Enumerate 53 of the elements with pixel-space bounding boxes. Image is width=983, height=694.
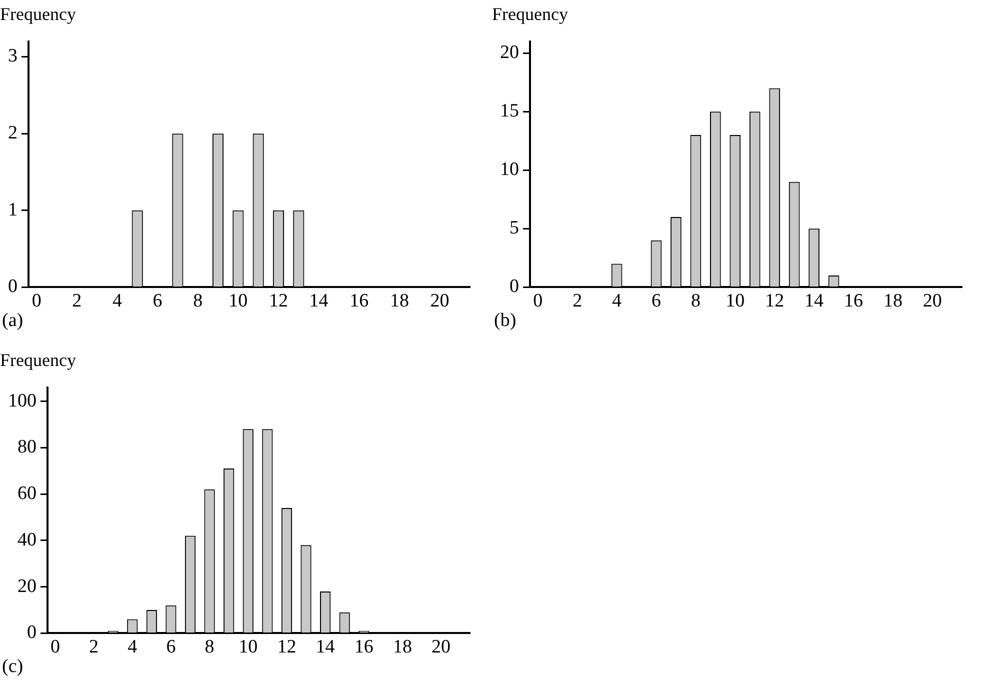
- x-tick-label: 12: [268, 290, 288, 312]
- x-tick-label: 2: [89, 636, 99, 658]
- y-tick-label: 0: [510, 276, 519, 298]
- y-tick-label: 1: [8, 199, 18, 220]
- x-tick-label: 10: [726, 290, 745, 312]
- y-tick-label: 3: [8, 46, 18, 67]
- x-tick-label: 20: [430, 290, 450, 312]
- x-tick-label: 2: [72, 290, 82, 312]
- y-axis-title: Frequency: [0, 350, 76, 371]
- x-tick-label: 20: [432, 636, 451, 658]
- y-tick-label: 20: [500, 42, 519, 64]
- x-tick-label: 6: [152, 290, 162, 312]
- y-tick-label: 5: [510, 218, 519, 239]
- x-tick-label: 6: [166, 636, 176, 658]
- y-tick-label: 0: [27, 622, 36, 644]
- x-tick-label: 14: [804, 290, 824, 312]
- x-tick-label: 18: [390, 290, 409, 312]
- x-tick-label: 18: [883, 290, 902, 312]
- y-axis-title: Frequency: [492, 4, 568, 25]
- x-tick-label: 4: [128, 636, 138, 658]
- y-tick-label: 60: [18, 483, 36, 504]
- x-tick-label: 18: [392, 636, 412, 658]
- x-tick-label: 0: [50, 636, 60, 658]
- x-tick-label: 16: [844, 290, 864, 312]
- y-tick-label: 80: [18, 436, 36, 458]
- text: (c): [2, 656, 24, 678]
- x-tick-label: 8: [204, 636, 214, 658]
- y-tick-label: 40: [18, 529, 36, 550]
- x-tick-label: 12: [277, 636, 296, 658]
- x-tick-label: 20: [922, 290, 942, 312]
- x-tick-label: 10: [238, 636, 258, 658]
- x-tick-label: 8: [690, 290, 700, 312]
- x-tick-label: 6: [651, 290, 661, 312]
- x-tick-label: 4: [112, 290, 122, 312]
- x-tick-label: 0: [533, 290, 543, 312]
- x-tick-label: 10: [228, 290, 248, 312]
- x-tick-label: 14: [309, 290, 329, 312]
- x-tick-label: 8: [193, 290, 203, 312]
- y-axis-title: Frequency: [0, 4, 76, 25]
- y-tick-label: 15: [500, 100, 519, 122]
- y-tick-label: 20: [18, 576, 36, 597]
- text: (a): [2, 310, 24, 332]
- y-tick-label: 0: [8, 276, 18, 298]
- y-tick-label: 2: [8, 122, 18, 144]
- x-tick-label: 14: [316, 636, 336, 658]
- y-tick-label: 10: [500, 159, 519, 180]
- x-tick-label: 16: [354, 636, 374, 658]
- x-tick-label: 16: [350, 290, 369, 312]
- text: (b): [494, 310, 516, 332]
- x-tick-label: 4: [612, 290, 622, 312]
- x-tick-label: 2: [572, 290, 582, 312]
- y-tick-label: 100: [8, 390, 36, 412]
- x-tick-label: 12: [765, 290, 784, 312]
